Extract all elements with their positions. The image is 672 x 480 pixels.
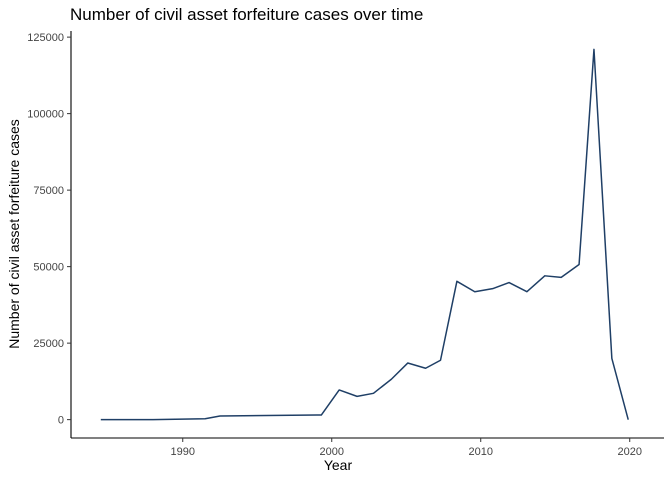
y-axis-title: Number of civil asset forfeiture cases bbox=[6, 119, 22, 349]
x-tick-label: 2020 bbox=[617, 446, 641, 458]
y-tick-label: 25000 bbox=[33, 338, 64, 350]
x-tick-label: 2010 bbox=[468, 446, 492, 458]
x-tick-label: 2000 bbox=[319, 446, 343, 458]
y-tick-label: 100000 bbox=[27, 109, 64, 121]
y-tick-label: 50000 bbox=[33, 262, 64, 274]
x-axis-ticks: 1990 2000 2010 2020 bbox=[171, 438, 642, 458]
y-tick-label: 125000 bbox=[27, 32, 64, 44]
y-tick-label: 0 bbox=[58, 415, 64, 427]
x-axis-title: Year bbox=[324, 457, 353, 473]
series-line bbox=[100, 48, 629, 421]
y-axis-ticks: 0 25000 50000 75000 100000 125000 bbox=[27, 32, 71, 427]
x-tick-label: 1990 bbox=[171, 446, 195, 458]
y-tick-label: 75000 bbox=[33, 185, 64, 197]
chart-title: Number of civil asset forfeiture cases o… bbox=[70, 5, 423, 24]
